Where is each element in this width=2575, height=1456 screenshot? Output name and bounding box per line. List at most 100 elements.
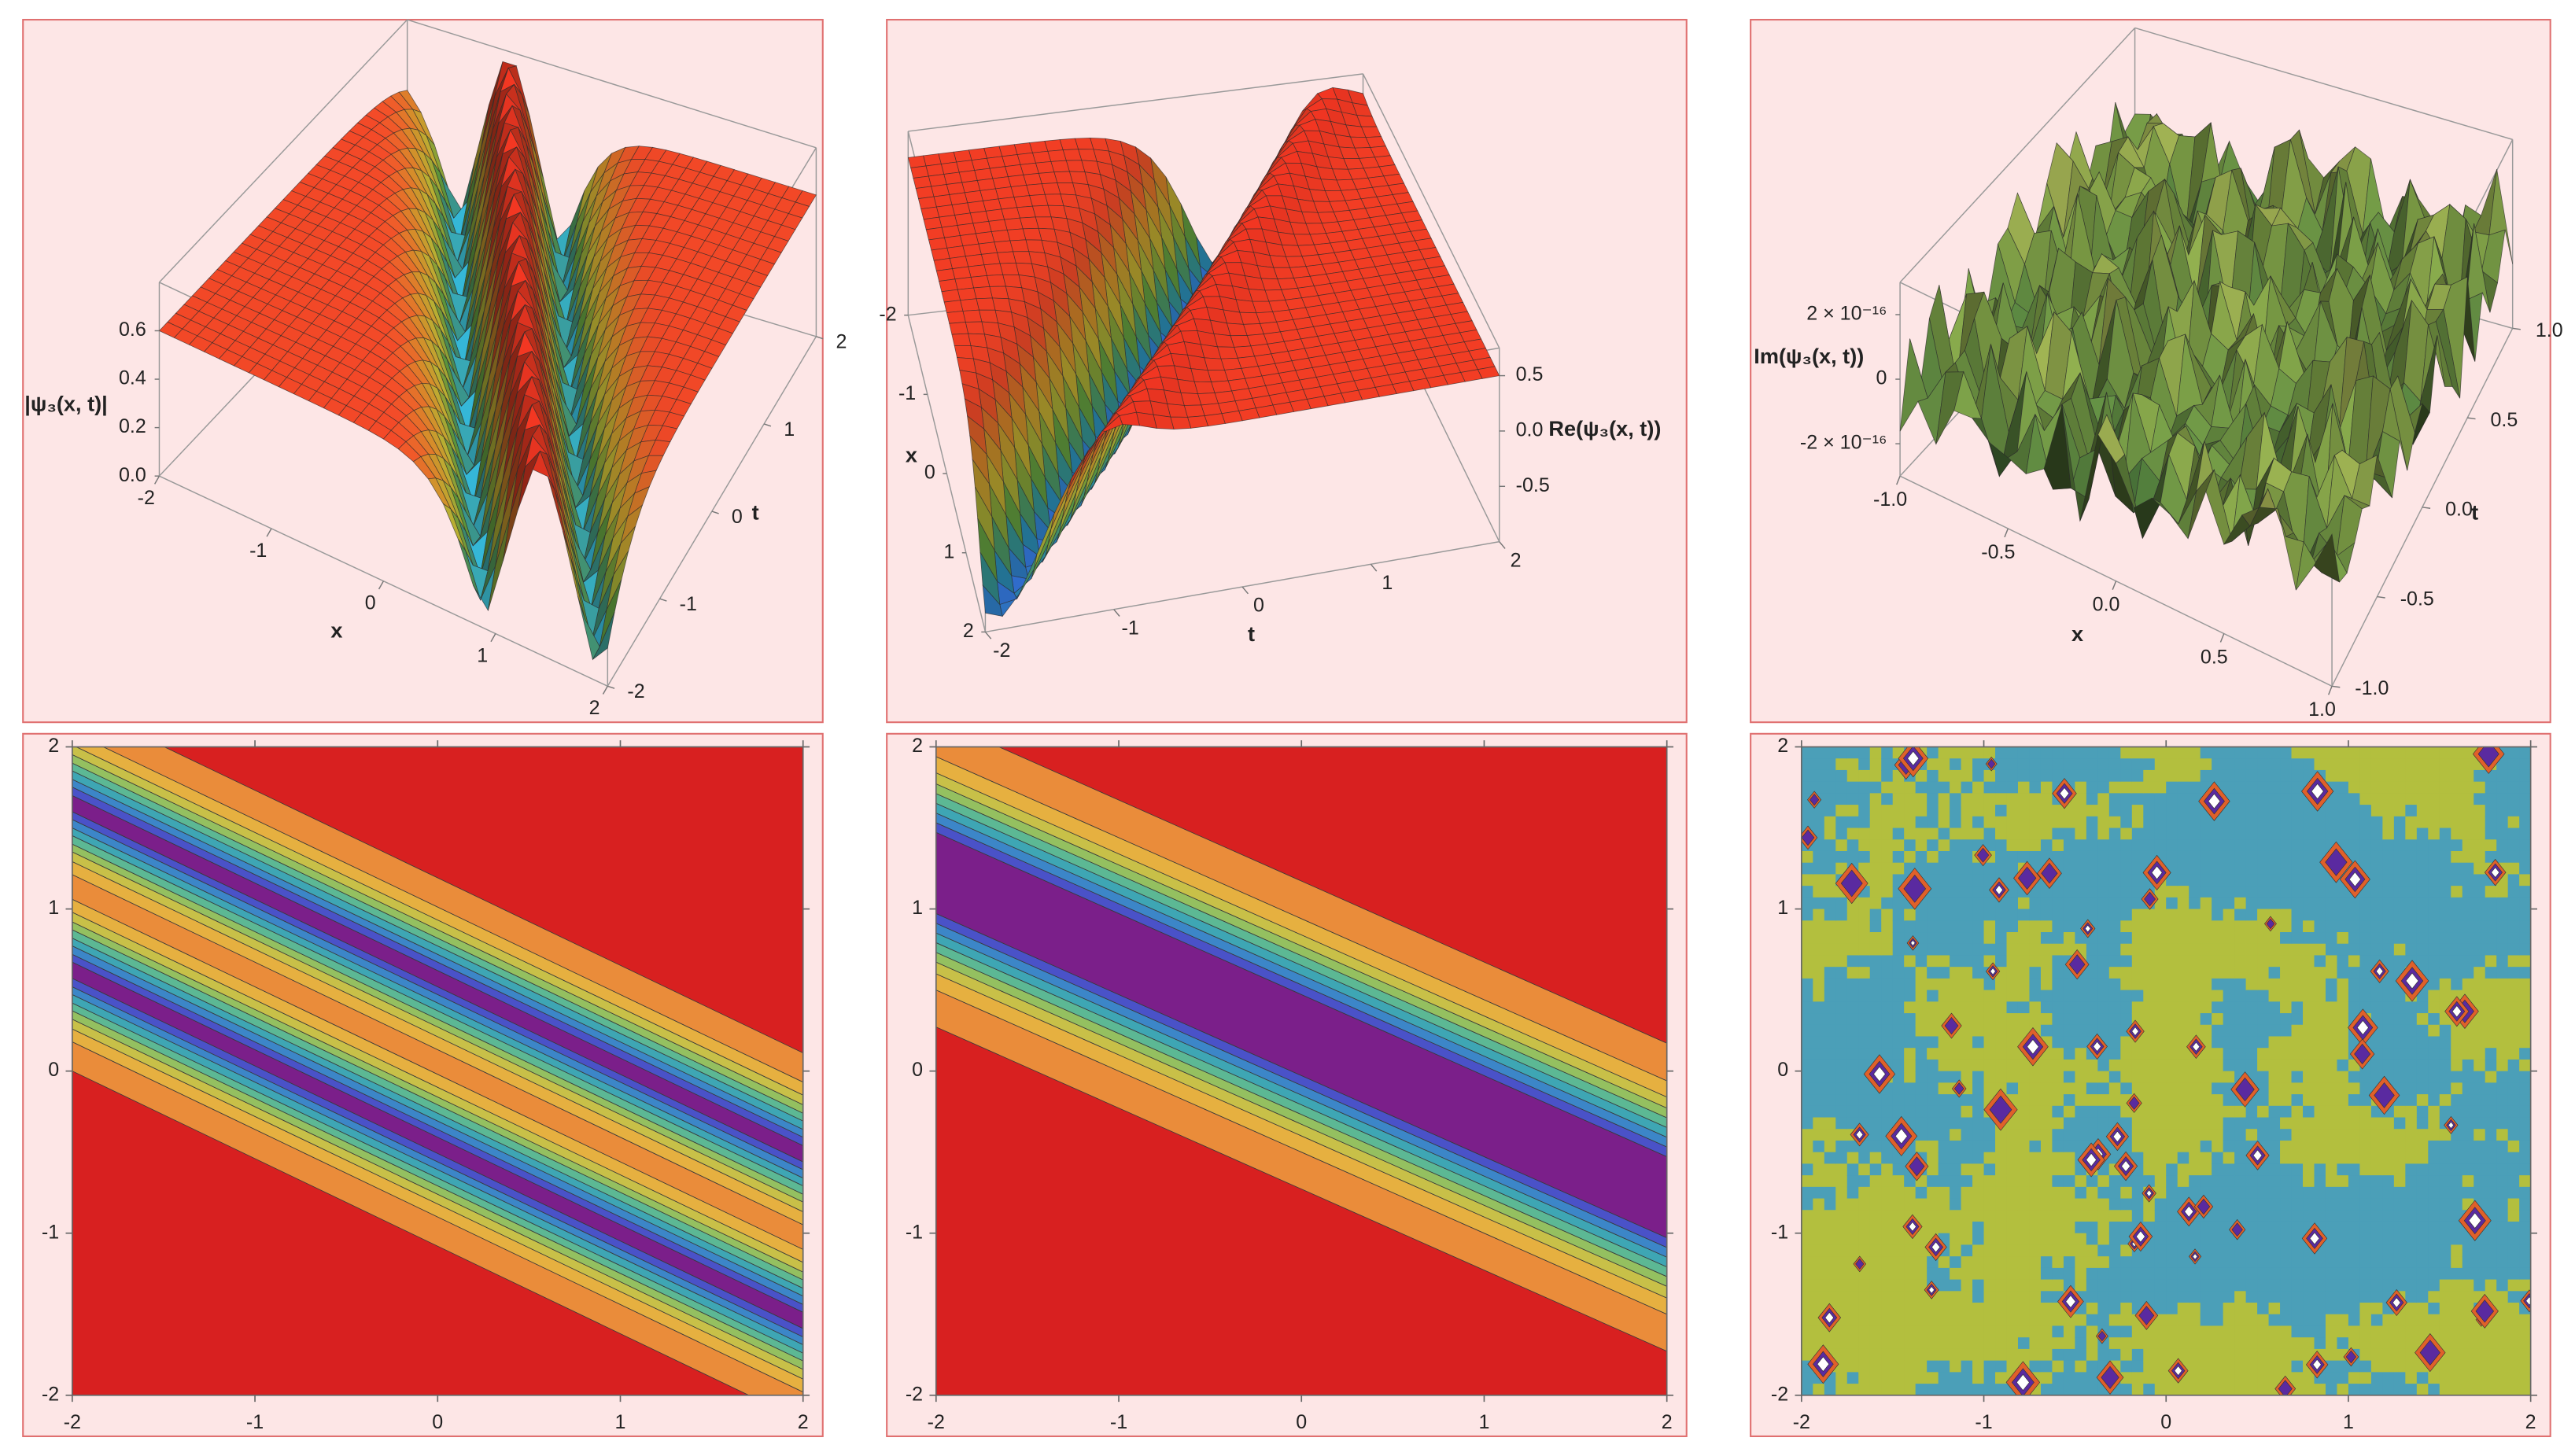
x-tick-label: 1 — [477, 644, 488, 666]
contour-cell — [2108, 1105, 2122, 1119]
contour-cell — [1938, 897, 1950, 910]
contour-cell — [1938, 1152, 1950, 1165]
contour-cell — [1824, 897, 1837, 910]
contour-cell — [2154, 1094, 2167, 1107]
contour-cell — [2234, 1384, 2247, 1395]
z-tick-label: 0 — [1876, 367, 1887, 389]
contour-cell — [1995, 769, 2008, 783]
contour-cell — [1846, 1337, 1860, 1350]
contour-band — [935, 923, 1667, 1258]
contour-cell — [1824, 746, 1837, 760]
contour-cell — [2268, 1024, 2281, 1038]
contour-cell — [1950, 897, 1962, 910]
contour-cell — [1858, 1036, 1871, 1049]
contour-cell — [2131, 850, 2145, 864]
contour-cell — [2268, 1303, 2281, 1315]
z-axis-label: Im(ψ₃(x, t)) — [1754, 344, 1864, 368]
contour-cell — [2166, 850, 2178, 864]
contour-cell — [1824, 1221, 1837, 1234]
contour-cell — [2223, 1325, 2235, 1339]
contour-cell — [1846, 1024, 1860, 1038]
contour-cell — [1904, 1071, 1916, 1084]
contour-cell — [2166, 1348, 2178, 1362]
contour-cell — [1927, 932, 1939, 945]
contour-cell — [1881, 1117, 1894, 1130]
contour-cell — [1846, 1372, 1860, 1384]
contour-cell — [1858, 781, 1871, 794]
contour-cell — [1950, 1186, 1962, 1200]
contour-cell — [1869, 1152, 1883, 1165]
contour-cell — [2234, 850, 2247, 864]
contour-cell — [2017, 1210, 2031, 1222]
contour-cell — [2006, 932, 2019, 945]
contour-cell — [2075, 1360, 2087, 1373]
contour-cell — [2200, 1303, 2213, 1315]
contour-cell — [1835, 793, 1848, 805]
contour-cell — [2086, 897, 2099, 910]
contour-cell — [2052, 1384, 2064, 1395]
contour-cell — [1927, 1001, 1939, 1014]
contour-cell — [1869, 793, 1883, 805]
contour-cell — [1927, 955, 1939, 968]
contour-cell — [2097, 793, 2110, 805]
contour-cell — [2212, 1152, 2224, 1165]
contour-cell — [1995, 781, 2008, 794]
contour-cell — [1881, 920, 1894, 933]
contour-cell — [1950, 1314, 1962, 1327]
contour-cell — [2234, 746, 2247, 760]
contour-cell — [1950, 758, 1962, 771]
contour-band — [935, 772, 1667, 1109]
contour-cell — [2200, 1048, 2213, 1060]
contour-cell — [2257, 967, 2270, 979]
contour-cell — [2143, 990, 2156, 1003]
contour-cell — [1927, 828, 1939, 841]
contour-cell — [1881, 897, 1894, 910]
contour-cell — [1846, 967, 1860, 979]
contour-cell — [2143, 1152, 2156, 1165]
contour-cell — [2166, 897, 2178, 910]
contour-cell — [2223, 978, 2235, 991]
contour-cell — [1846, 1105, 1860, 1119]
contour-cell — [2177, 1048, 2190, 1060]
contour-cell — [2245, 758, 2258, 771]
contour-cell — [1938, 1059, 1950, 1072]
contour-cell — [2212, 909, 2224, 922]
contour-cell — [1983, 1360, 1996, 1373]
contour-cell — [1927, 1048, 1939, 1060]
contour-cell — [2075, 1348, 2087, 1362]
contour-cell — [2029, 886, 2042, 898]
contour-cell — [2006, 839, 2019, 852]
contour-cell — [2120, 1013, 2133, 1026]
contour-cell — [2052, 1036, 2064, 1049]
contour-cell — [2131, 769, 2145, 783]
contour-cell — [2006, 1314, 2019, 1327]
contour-cell — [1915, 1036, 1928, 1049]
contour-cell — [1824, 1036, 1837, 1049]
contour-cell — [1801, 886, 1814, 898]
contour-cell — [1961, 932, 1973, 945]
contour-cell — [1950, 793, 1962, 805]
contour-cell — [1892, 1013, 1905, 1026]
contour-cell — [2097, 1314, 2110, 1327]
contour-cell — [1858, 1384, 1871, 1395]
box-edge — [158, 19, 408, 283]
contour-cell — [2075, 886, 2087, 898]
contour-cell — [2234, 955, 2247, 968]
surface-patch — [994, 240, 1014, 253]
contour-cell — [2234, 1117, 2247, 1130]
contour-cell — [2120, 805, 2133, 817]
contour-cell — [2131, 1071, 2145, 1084]
surface-patch — [954, 277, 975, 290]
contour-cell — [2097, 805, 2110, 817]
contour-cell — [2131, 1059, 2145, 1072]
contour-cell — [2097, 1059, 2110, 1072]
contour-cell — [2120, 1001, 2133, 1014]
contour-cell — [2177, 1082, 2190, 1095]
contour-cell — [2234, 1129, 2247, 1141]
contour-cell — [2017, 897, 2031, 910]
contour-cell — [2234, 1267, 2247, 1281]
contour-cell — [2063, 758, 2076, 771]
contour-cell — [1801, 978, 1814, 991]
contour-cell — [1904, 1082, 1916, 1095]
contour-cell — [1983, 1233, 1996, 1246]
